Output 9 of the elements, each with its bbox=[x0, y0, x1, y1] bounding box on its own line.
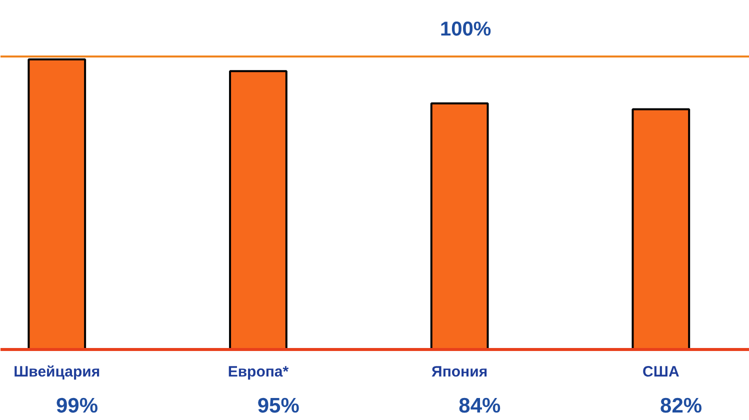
data-label: 82% bbox=[660, 394, 702, 418]
data-label: 99% bbox=[56, 394, 98, 418]
data-label: 84% bbox=[458, 394, 502, 418]
x-tick-label: Швейцария bbox=[14, 364, 100, 380]
ref-line-label: 100% bbox=[440, 18, 492, 40]
data-label: 95% bbox=[257, 394, 300, 418]
x-tick-label: Япония bbox=[432, 364, 488, 380]
x-tick-label: Европа* bbox=[228, 364, 289, 380]
x-tick-label: США bbox=[642, 364, 680, 380]
